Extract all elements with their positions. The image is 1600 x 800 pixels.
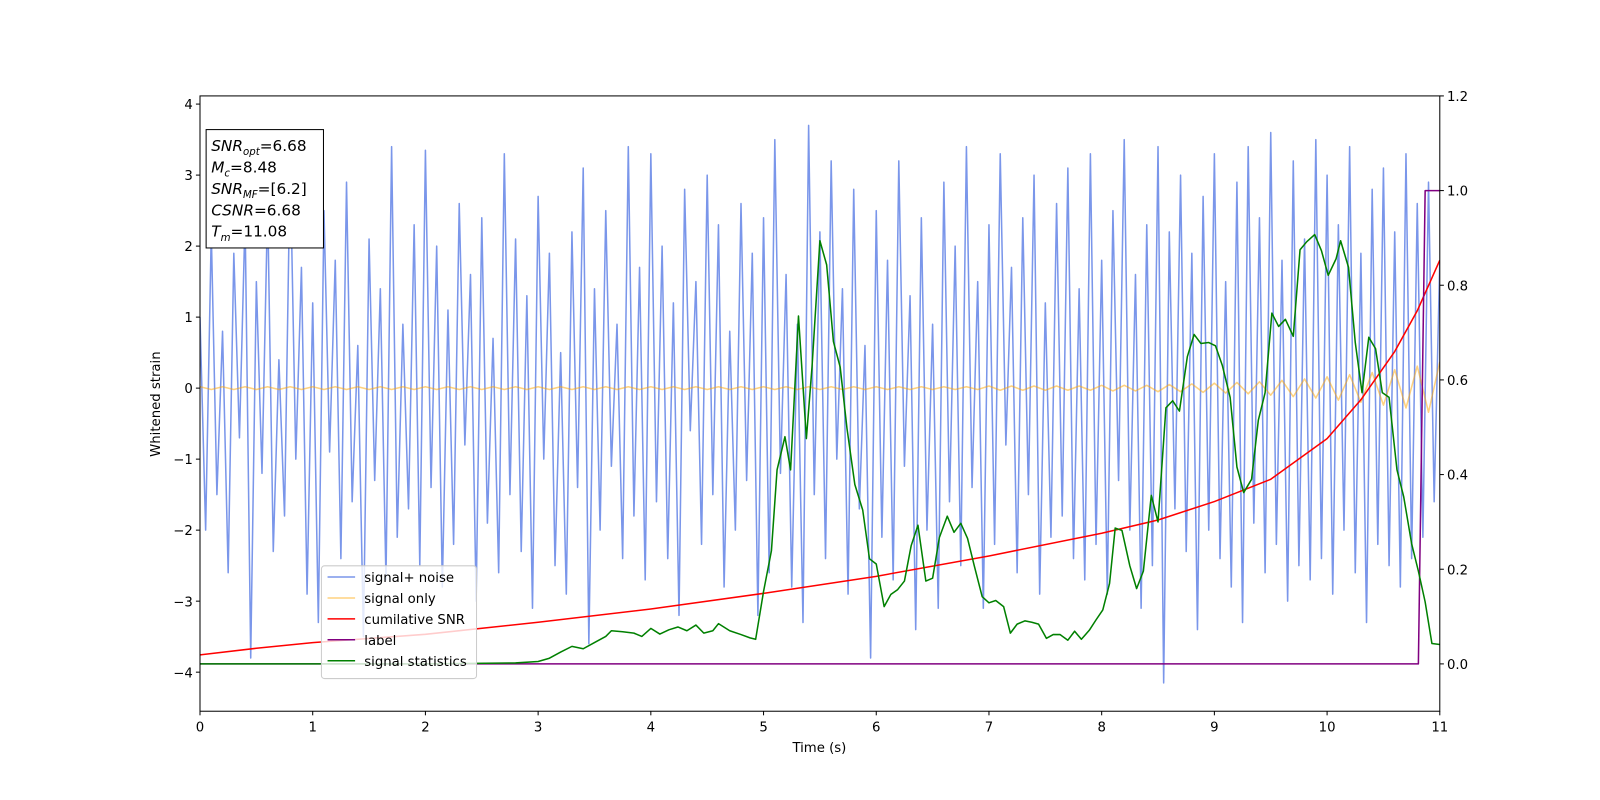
x-axis-label: Time (s): [791, 741, 846, 756]
y-tick-label: 4: [184, 98, 192, 113]
x-tick-label: 0: [196, 721, 204, 736]
x-tick-label: 4: [647, 721, 655, 736]
y-tick-label: 0: [184, 382, 192, 397]
annotation-line: SNRMF=[6.2]: [211, 180, 307, 201]
y-tick-label: −1: [173, 453, 193, 468]
y-tick-label: 3: [184, 169, 192, 184]
x-tick-label: 10: [1319, 721, 1336, 736]
x-tick-label: 9: [1210, 721, 1218, 736]
x-tick-label: 11: [1431, 721, 1448, 736]
y2-tick-label: 1.0: [1447, 185, 1468, 200]
y-tick-label: −3: [173, 595, 193, 610]
annotation-value: =11.08: [231, 223, 288, 241]
legend-label: signal+ noise: [364, 571, 454, 586]
annotation-line: Tm=11.08: [211, 223, 287, 244]
annotation-line: SNRopt=6.68: [211, 137, 306, 158]
annotation-value: =8.48: [230, 158, 277, 176]
legend-label: signal statistics: [364, 655, 467, 670]
legend-label: cumilative SNR: [364, 613, 465, 628]
series-line: [200, 124, 1440, 684]
axes-frame: [199, 95, 1441, 712]
annotation-symbol: SNR: [211, 180, 243, 198]
y-tick-label: 1: [184, 311, 192, 326]
annotation-symbol: SNR: [211, 137, 243, 155]
annotation-box: [205, 129, 324, 249]
series-line: [200, 233, 1440, 665]
y2-tick-label: 0.8: [1447, 279, 1468, 294]
y2-tick-label: 0.6: [1447, 374, 1468, 389]
x-tick-label: 1: [308, 721, 316, 736]
y2-tick-label: 0.0: [1447, 658, 1468, 673]
legend-label: label: [364, 634, 396, 649]
legend-box: [320, 565, 478, 680]
x-tick-label: 6: [872, 721, 880, 736]
annotation-symbol: M: [211, 158, 224, 176]
y-tick-label: −2: [173, 524, 193, 539]
x-tick-label: 7: [985, 721, 993, 736]
annotation-subscript: c: [224, 169, 230, 180]
annotation-line: Mc=8.48: [211, 158, 277, 179]
y-tick-label: 2: [184, 240, 192, 255]
annotation-subscript: m: [221, 233, 231, 244]
legend-label: signal only: [364, 592, 436, 607]
y2-tick-label: 0.2: [1447, 563, 1468, 578]
annotation-symbol: CSNR: [211, 201, 254, 219]
annotation-symbol: T: [211, 223, 222, 241]
series-line: [200, 189, 1440, 665]
x-tick-label: 5: [759, 721, 767, 736]
annotation-value: =6.68: [254, 201, 301, 219]
annotation-value: =6.68: [260, 137, 307, 155]
y2-tick-label: 0.4: [1447, 469, 1468, 484]
y2-tick-label: 1.2: [1447, 90, 1468, 105]
x-tick-label: 3: [534, 721, 542, 736]
series-line: [200, 361, 1440, 414]
x-tick-label: 2: [421, 721, 429, 736]
x-tick-label: 8: [1097, 721, 1105, 736]
annotation-subscript: MF: [243, 190, 258, 201]
annotation-subscript: opt: [243, 147, 261, 158]
annotation-value: =[6.2]: [258, 180, 307, 198]
annotation-line: CSNR=6.68: [211, 201, 301, 219]
y-axis-label: Whitened strain: [149, 351, 164, 456]
y-tick-label: −4: [173, 666, 193, 681]
